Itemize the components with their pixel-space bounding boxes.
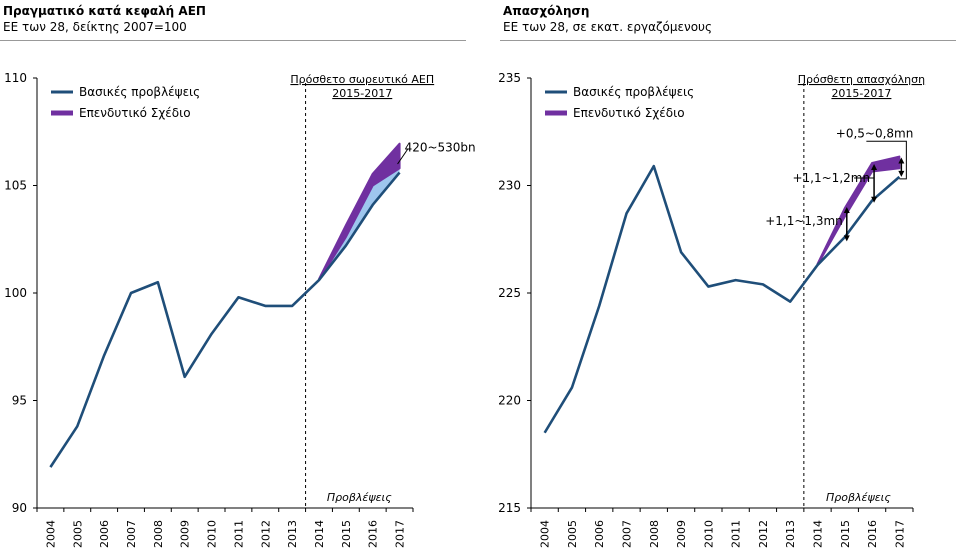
forecast-box-label: Πρόσθετο σωρευτικό ΑΕΠ [290,73,434,86]
x-tick-label: 2015 [340,520,353,548]
y-tick-label: 235 [498,71,521,85]
x-tick-label: 2013 [286,520,299,548]
series-line-baseline [49,171,401,468]
y-tick-label: 225 [498,286,521,300]
x-tick-label: 2016 [866,520,879,548]
x-tick-label: 2017 [394,520,407,548]
arrow-head [898,157,905,164]
x-tick-label: 2005 [566,520,579,548]
annotation-label: +1,1~1,2mn [792,171,870,185]
x-tick-label: 2010 [206,520,219,548]
x-tick-label: 2007 [125,520,138,548]
employment-chart-panel: Απασχόληση ΕΕ των 28, σε εκατ. εργαζόμεν… [498,0,959,550]
x-tick-label: 2016 [367,520,380,548]
x-tick-label: 2009 [675,520,688,548]
x-tick-label: 2004 [539,520,552,548]
x-tick-label: 2013 [784,520,797,548]
y-tick-label: 220 [498,394,521,408]
chart-title: Απασχόληση [503,4,590,18]
x-tick-label: 2012 [757,520,770,548]
y-tick-label: 105 [4,179,27,193]
chart-title: Πραγματικό κατά κεφαλή ΑΕΠ [3,4,206,18]
series-line-investment-plan [816,155,901,267]
x-tick-label: 2015 [839,520,852,548]
x-tick-label: 2009 [179,520,192,548]
x-tick-label: 2006 [98,520,111,548]
chart-subtitle: ΕΕ των 28, σε εκατ. εργαζόμενους [503,20,713,34]
forecast-box-label: Πρόσθετη απασχόληση [798,73,925,86]
y-tick-label: 100 [4,286,27,300]
x-tick-label: 2017 [893,520,906,548]
x-tick-label: 2011 [232,520,245,548]
arrow-head [871,196,878,203]
y-tick-label: 110 [4,71,27,85]
y-tick-label: 215 [498,501,521,515]
series-line-investment-plan [318,142,401,282]
legend-label-baseline: Βασικές προβλέψεις [79,85,200,99]
annotation-leader [397,149,408,165]
gdp-chart: 90 95 100 105 110 2004 2005 2006 2007 2008 2009 201… [4,71,476,548]
arrow-head [898,170,905,177]
legend-label-investment-plan: Επενδυτικό Σχέδιο [573,106,685,120]
annotation-label: 420~530bn [405,140,476,154]
gdp-chart-panel: Πραγματικό κατά κεφαλή ΑΕΠ ΕΕ των 28, δε… [0,0,476,550]
arrow-head [843,207,850,213]
series-line-baseline [543,164,901,434]
annotation-label: +0,5~0,8mn [836,126,914,140]
y-tick-label: 90 [12,501,27,515]
x-tick-label: 2006 [593,520,606,548]
legend-label-investment-plan: Επενδυτικό Σχέδιο [79,106,191,120]
forecast-box-label: 2015-2017 [831,87,891,100]
legend-label-baseline: Βασικές προβλέψεις [573,85,694,99]
y-tick-label: 95 [12,394,27,408]
x-tick-label: 2014 [812,520,825,548]
title-divider [0,40,466,41]
x-tick-label: 2014 [313,520,326,548]
x-tick-label: 2010 [702,520,715,548]
x-tick-label: 2011 [730,520,743,548]
annotation-bracket [866,140,907,180]
y-tick-label: 230 [498,179,521,193]
title-divider [500,40,956,41]
x-tick-label: 2008 [152,520,165,548]
forecast-label: Προβλέψεις [826,491,891,504]
employment-chart: 215 220 225 230 235 2004 2005 2006 2007 2008 2009 2… [498,71,925,548]
x-tick-label: 2007 [621,520,634,548]
arrow-head [843,235,850,242]
arrow-head [871,164,878,170]
x-tick-label: 2004 [44,520,57,548]
x-tick-label: 2012 [259,520,272,548]
chart-subtitle: ΕΕ των 28, δείκτης 2007=100 [3,20,187,34]
forecast-box-label: 2015-2017 [332,87,392,100]
x-tick-label: 2008 [648,520,661,548]
forecast-label: Προβλέψεις [327,491,392,504]
annotation-label: +1,1~1,3mn [765,214,843,228]
x-tick-label: 2005 [71,520,84,548]
